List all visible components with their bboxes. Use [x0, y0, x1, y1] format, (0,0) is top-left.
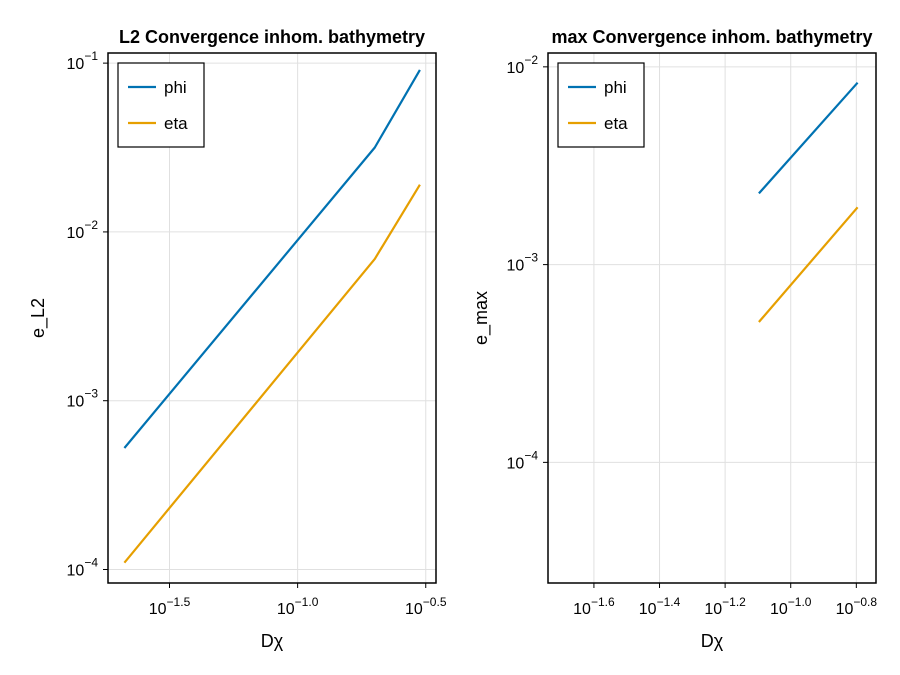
chart-title: max Convergence inhom. bathymetry: [551, 27, 872, 47]
max-convergence-panel: max Convergence inhom. bathymetry 10−1.6…: [471, 27, 877, 651]
legend-label-eta: eta: [164, 114, 188, 133]
grid-lines: [103, 53, 436, 588]
x-axis-label: Dχ: [701, 631, 724, 651]
x-tick-label: 10−1.0: [277, 595, 319, 618]
x-tick-label: 10−1.5: [149, 595, 191, 618]
tick-labels: 10−1.5 10−1.0 10−0.5 10−4 10−3 10−2 10−1: [67, 49, 447, 618]
series-line-eta: [758, 206, 859, 323]
y-tick-label: 10−3: [507, 251, 539, 275]
x-tick-label: 10−1.4: [639, 595, 681, 618]
y-axis-label: e_L2: [28, 298, 49, 338]
x-tick-label: 10−0.5: [405, 595, 447, 618]
y-tick-label: 10−2: [507, 53, 539, 77]
series-lines: [758, 81, 859, 323]
legend-label-phi: phi: [164, 78, 187, 97]
x-tick-label: 10−1.6: [573, 595, 615, 618]
series-line-phi: [758, 81, 859, 195]
series-lines: [123, 69, 421, 564]
y-tick-label: 10−4: [507, 448, 539, 472]
plot-frame: [107, 52, 437, 584]
legend: phi eta: [117, 62, 205, 148]
l2-convergence-panel: L2 Convergence inhom. bathymetry 10−1.5 1…: [28, 27, 447, 651]
series-line-eta: [123, 184, 421, 564]
tick-labels: 10−1.6 10−1.4 10−1.2 10−1.0 10−0.8 10−4 10−3 10…: [507, 53, 878, 618]
series-line-phi: [123, 69, 421, 449]
y-tick-label: 10−1: [67, 49, 99, 73]
legend-box: [117, 62, 205, 148]
y-tick-label: 10−4: [67, 555, 99, 579]
legend-label-phi: phi: [604, 78, 627, 97]
y-tick-label: 10−2: [67, 218, 99, 242]
plot-frame: [547, 52, 877, 584]
chart-title: L2 Convergence inhom. bathymetry: [119, 27, 425, 47]
y-axis-label: e_max: [471, 291, 492, 345]
x-axis-label: Dχ: [261, 631, 284, 651]
x-tick-label: 10−1.0: [770, 595, 812, 618]
y-tick-label: 10−3: [67, 387, 99, 411]
x-tick-label: 10−0.8: [836, 595, 878, 618]
legend-box: [557, 62, 645, 148]
legend-label-eta: eta: [604, 114, 628, 133]
legend: phi eta: [557, 62, 645, 148]
x-tick-label: 10−1.2: [704, 595, 746, 618]
